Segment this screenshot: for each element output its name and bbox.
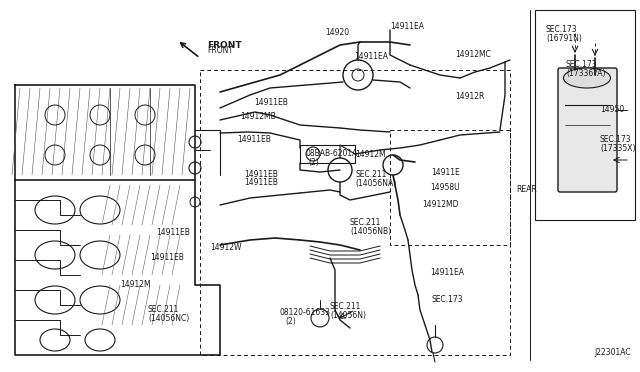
Text: 08BAB-6201A: 08BAB-6201A bbox=[305, 149, 357, 158]
Ellipse shape bbox=[563, 68, 611, 88]
Text: 14911EB: 14911EB bbox=[156, 228, 190, 237]
Text: SEC.211: SEC.211 bbox=[330, 302, 362, 311]
Text: SEC.173: SEC.173 bbox=[432, 295, 463, 304]
Text: 14911EB: 14911EB bbox=[237, 135, 271, 144]
Text: (14056NB): (14056NB) bbox=[350, 227, 391, 236]
Text: 14912R: 14912R bbox=[455, 92, 484, 101]
Text: 14920: 14920 bbox=[325, 28, 349, 37]
Text: SEC.173: SEC.173 bbox=[546, 25, 578, 34]
Text: SEC.173: SEC.173 bbox=[566, 60, 598, 69]
Text: (16791N): (16791N) bbox=[546, 34, 582, 43]
Text: 14958U: 14958U bbox=[430, 183, 460, 192]
Text: 14912MD: 14912MD bbox=[422, 200, 458, 209]
Text: 14911EB: 14911EB bbox=[150, 253, 184, 262]
FancyBboxPatch shape bbox=[558, 68, 617, 192]
Text: 08120-61633: 08120-61633 bbox=[280, 308, 331, 317]
Text: 14912M: 14912M bbox=[355, 150, 386, 159]
Text: (2): (2) bbox=[308, 158, 319, 167]
Text: SEC.211: SEC.211 bbox=[148, 305, 179, 314]
Text: (17335X): (17335X) bbox=[600, 144, 636, 153]
Text: (14056N): (14056N) bbox=[330, 311, 366, 320]
Text: (17336YA): (17336YA) bbox=[566, 69, 605, 78]
Text: SEC.173: SEC.173 bbox=[600, 135, 632, 144]
Text: 14912MB: 14912MB bbox=[240, 112, 276, 121]
Text: 14912MC: 14912MC bbox=[455, 50, 491, 59]
Text: SEC.211: SEC.211 bbox=[350, 218, 381, 227]
Bar bbox=[535, 10, 635, 220]
Text: 14911EA: 14911EA bbox=[390, 22, 424, 31]
Text: 14911EA: 14911EA bbox=[354, 52, 388, 61]
Text: 14912W: 14912W bbox=[210, 243, 241, 252]
Text: J22301AC: J22301AC bbox=[594, 348, 630, 357]
Text: (2): (2) bbox=[285, 317, 296, 326]
Text: 14911EA: 14911EA bbox=[430, 268, 464, 277]
Text: 14911E: 14911E bbox=[431, 168, 460, 177]
Text: 14950: 14950 bbox=[600, 105, 624, 114]
Text: 14912M: 14912M bbox=[120, 280, 150, 289]
Text: REAR: REAR bbox=[516, 185, 537, 194]
Text: FRONT: FRONT bbox=[207, 42, 242, 51]
Text: 14911EB: 14911EB bbox=[254, 98, 288, 107]
Text: 14911EB: 14911EB bbox=[244, 170, 278, 179]
Text: (14056NA): (14056NA) bbox=[355, 179, 396, 188]
Text: SEC.211: SEC.211 bbox=[355, 170, 387, 179]
Text: FRONT: FRONT bbox=[207, 46, 233, 55]
Text: (14056NC): (14056NC) bbox=[148, 314, 189, 323]
Bar bbox=[300, 145, 355, 163]
Text: 14911EB: 14911EB bbox=[244, 178, 278, 187]
